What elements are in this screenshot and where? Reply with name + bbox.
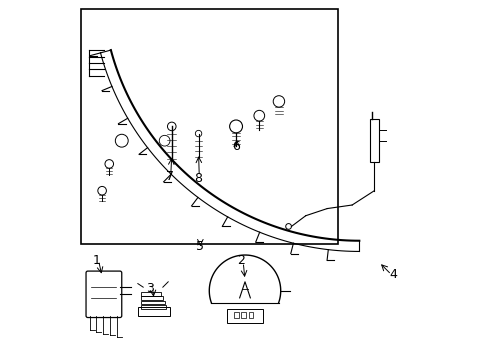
Bar [138, 307, 170, 316]
Text: 2: 2 [238, 254, 245, 267]
Bar [142, 296, 163, 300]
Text: 6: 6 [232, 140, 240, 153]
Bar [370, 119, 379, 162]
Bar [227, 309, 263, 323]
Bar [242, 312, 245, 318]
Text: 7: 7 [166, 170, 174, 183]
Bar [234, 312, 239, 318]
Text: 1: 1 [93, 254, 100, 267]
Bar [248, 312, 253, 318]
Bar [81, 9, 338, 244]
Text: 5: 5 [196, 240, 204, 253]
Text: 4: 4 [390, 268, 397, 281]
Bar [142, 301, 165, 304]
Text: 8: 8 [195, 172, 202, 185]
Bar [142, 292, 161, 296]
Bar [142, 305, 167, 309]
Text: 3: 3 [147, 283, 154, 296]
